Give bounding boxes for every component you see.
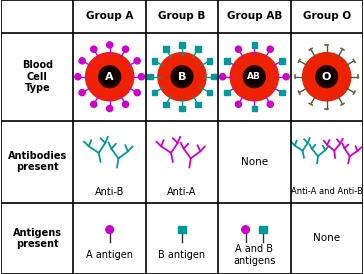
- Circle shape: [316, 66, 337, 88]
- Bar: [279, 58, 285, 64]
- Bar: [179, 42, 185, 48]
- Text: AB: AB: [248, 72, 261, 81]
- Bar: [147, 74, 153, 79]
- Circle shape: [283, 74, 289, 80]
- Circle shape: [239, 61, 270, 92]
- Circle shape: [317, 67, 337, 87]
- Circle shape: [242, 226, 249, 233]
- Circle shape: [99, 67, 120, 87]
- Text: Group O: Group O: [302, 12, 351, 21]
- Circle shape: [244, 67, 265, 87]
- Circle shape: [107, 42, 113, 48]
- Circle shape: [79, 90, 85, 96]
- Circle shape: [79, 58, 85, 64]
- Text: Group B: Group B: [158, 12, 206, 21]
- Bar: [152, 58, 157, 64]
- Circle shape: [267, 101, 273, 107]
- Circle shape: [94, 61, 125, 92]
- Bar: [152, 90, 157, 95]
- Circle shape: [248, 70, 261, 84]
- Circle shape: [244, 66, 265, 88]
- Circle shape: [166, 61, 198, 92]
- Bar: [163, 101, 169, 107]
- Bar: [224, 58, 230, 64]
- Circle shape: [311, 61, 343, 92]
- Circle shape: [234, 56, 275, 97]
- Circle shape: [89, 56, 130, 97]
- Circle shape: [91, 101, 97, 107]
- Circle shape: [107, 105, 113, 112]
- Circle shape: [175, 70, 189, 84]
- Circle shape: [99, 66, 120, 88]
- Circle shape: [171, 66, 193, 88]
- Circle shape: [267, 46, 273, 52]
- Text: Blood
Cell
Type: Blood Cell Type: [22, 60, 53, 93]
- Circle shape: [236, 46, 241, 52]
- Text: Anti-B: Anti-B: [95, 187, 124, 197]
- Circle shape: [75, 74, 81, 80]
- Bar: [178, 226, 186, 233]
- Text: Group A: Group A: [86, 12, 133, 21]
- Text: A: A: [105, 72, 114, 82]
- Bar: [279, 90, 285, 95]
- Bar: [207, 90, 212, 95]
- Text: Group AB: Group AB: [227, 12, 282, 21]
- Bar: [224, 90, 230, 95]
- Bar: [207, 58, 212, 64]
- Circle shape: [236, 101, 241, 107]
- Bar: [259, 226, 267, 233]
- Circle shape: [306, 56, 347, 97]
- Text: None: None: [241, 157, 268, 167]
- Text: A antigen: A antigen: [86, 250, 133, 260]
- Circle shape: [162, 56, 202, 97]
- Circle shape: [158, 53, 206, 101]
- Bar: [195, 101, 201, 107]
- Bar: [195, 47, 201, 52]
- Text: B: B: [178, 72, 186, 82]
- Circle shape: [91, 46, 97, 52]
- Circle shape: [86, 53, 134, 101]
- Text: Anti-A: Anti-A: [167, 187, 197, 197]
- Text: Antibodies
present: Antibodies present: [8, 151, 67, 172]
- Circle shape: [219, 74, 226, 80]
- Bar: [211, 74, 217, 79]
- Circle shape: [134, 90, 140, 96]
- Bar: [252, 106, 257, 111]
- Circle shape: [302, 53, 351, 101]
- Text: None: None: [313, 233, 340, 243]
- Text: Antigens
present: Antigens present: [13, 228, 62, 249]
- Text: Anti-A and Anti-B: Anti-A and Anti-B: [291, 187, 363, 196]
- Circle shape: [230, 53, 278, 101]
- Text: O: O: [322, 72, 331, 82]
- Circle shape: [106, 226, 114, 233]
- Bar: [252, 42, 257, 48]
- Bar: [163, 47, 169, 52]
- Bar: [179, 106, 185, 111]
- Text: B antigen: B antigen: [158, 250, 206, 260]
- Circle shape: [172, 67, 192, 87]
- Circle shape: [123, 101, 128, 107]
- Circle shape: [103, 70, 116, 84]
- Circle shape: [134, 58, 140, 64]
- Circle shape: [123, 46, 128, 52]
- Text: A and B
antigens: A and B antigens: [233, 244, 276, 266]
- Circle shape: [320, 70, 333, 84]
- Circle shape: [138, 74, 145, 80]
